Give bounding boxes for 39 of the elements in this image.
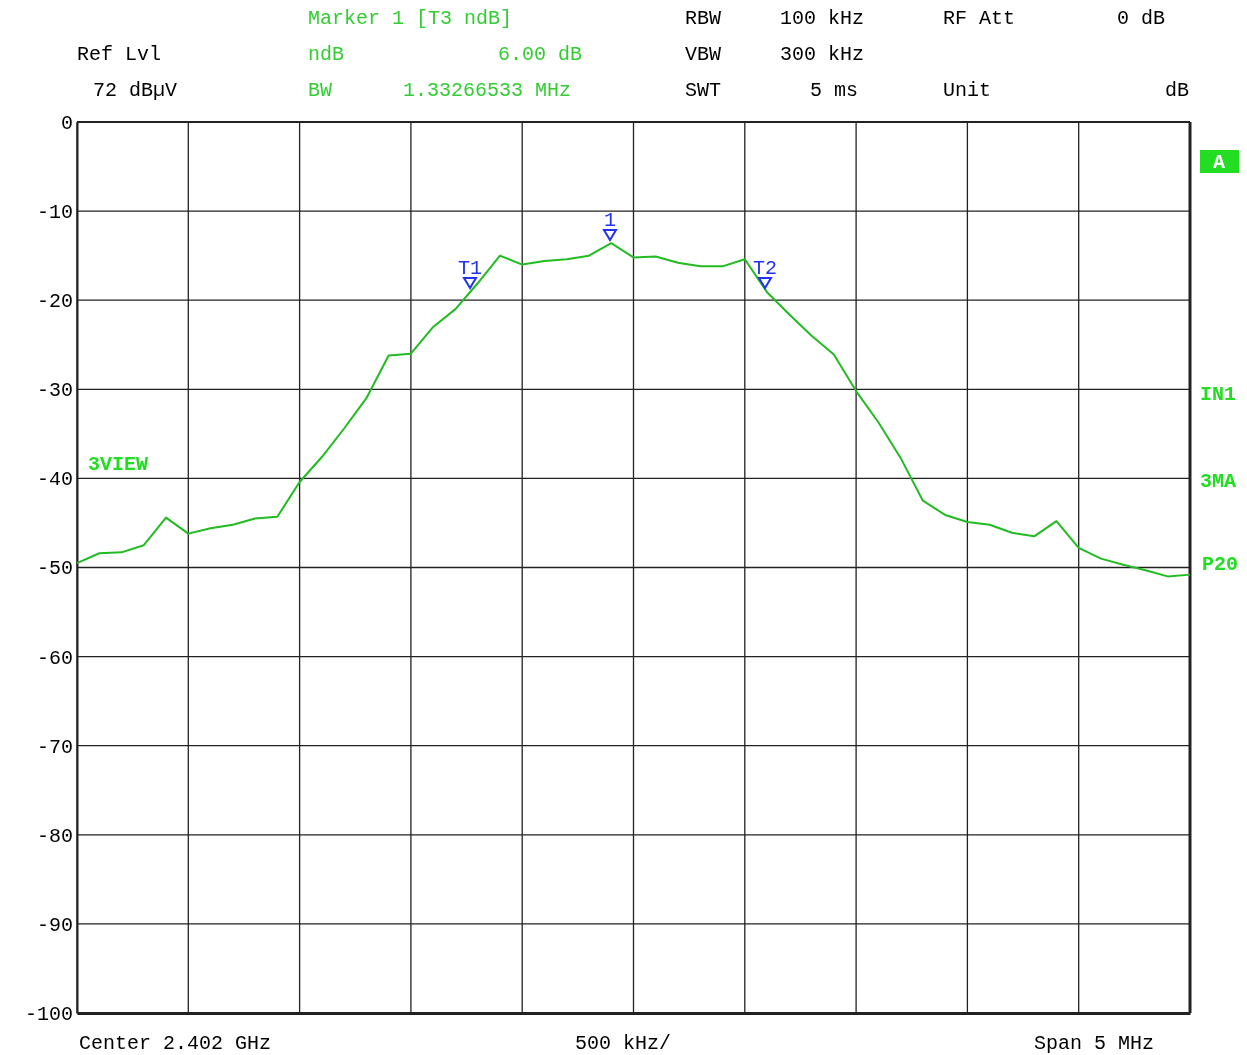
y-tick-label: -20 [36, 290, 73, 314]
text: 0 dB [1117, 7, 1166, 30]
text: IN1 [1200, 383, 1237, 406]
text: ndB [308, 43, 345, 66]
y-tick-label: -30 [36, 379, 73, 403]
text: 5 ms [810, 79, 859, 102]
y-tick-label: -80 [36, 824, 73, 848]
text: RF Att [943, 7, 1016, 30]
text: 100 kHz [780, 7, 865, 30]
text: RBW [685, 7, 722, 30]
text: 500 kHz/ [575, 1032, 672, 1055]
text: Ref Lvl [77, 43, 162, 66]
annotation: 3VIEW [88, 453, 149, 476]
annotation: T1 [457, 257, 483, 280]
text: dB [1165, 79, 1190, 102]
text: Marker 1 [T3 ndB] [308, 7, 513, 30]
text: P20 [1202, 553, 1239, 576]
y-tick-label: -10 [36, 201, 73, 224]
annotation: 1 [603, 209, 617, 232]
y-tick-label: -60 [36, 646, 73, 670]
y-tick-label: -40 [36, 468, 73, 492]
text: Span 5 MHz [1034, 1032, 1155, 1055]
y-tick-label: 0 [60, 111, 73, 135]
text: VBW [685, 43, 722, 66]
text: 1.33266533 MHz [403, 79, 572, 102]
y-tick-label: -50 [36, 557, 73, 581]
y-tick-label: -100 [24, 1002, 73, 1026]
text: 3MA [1200, 470, 1237, 493]
text: 300 kHz [780, 43, 865, 66]
text: Center 2.402 GHz [79, 1032, 272, 1055]
annotation: T2 [752, 257, 778, 280]
text: A [1212, 151, 1226, 174]
text: 6.00 dB [498, 43, 583, 66]
text: Unit [943, 79, 992, 102]
text: SWT [685, 79, 722, 102]
y-tick-label: -90 [36, 913, 73, 937]
text: BW [308, 79, 333, 102]
y-tick-label: -70 [36, 735, 73, 759]
text: 72 dBµV [93, 79, 178, 102]
